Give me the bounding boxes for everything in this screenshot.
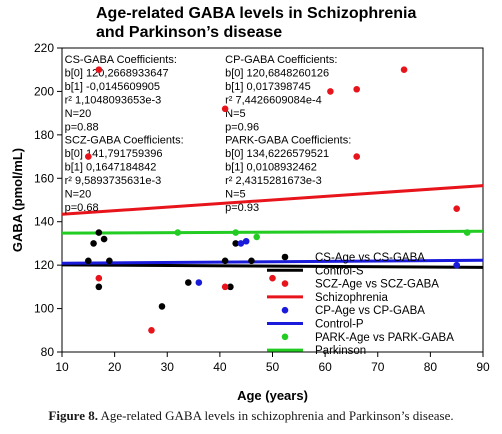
- x-tick-label: 20: [108, 360, 122, 374]
- data-point: [453, 261, 460, 269]
- legend-marker: [281, 306, 289, 314]
- data-point: [95, 229, 103, 236]
- annotation-cp-line-5: N=5: [225, 108, 246, 120]
- data-point: [100, 235, 108, 243]
- figure-caption: Figure 8. Age-related GABA levels in sch…: [0, 408, 502, 424]
- x-tick-label: 70: [371, 360, 385, 374]
- chart-title-line-2: and Parkinson’s disease: [96, 24, 282, 41]
- x-tick-label: 90: [476, 360, 490, 374]
- annotation-park-line-3: b[1] 0,0108932462: [225, 162, 317, 174]
- x-tick-label: 60: [318, 360, 332, 374]
- annotation-cs-line-5: N=20: [65, 108, 92, 120]
- data-point: [353, 153, 361, 160]
- annotation-scz-line-5: N=20: [65, 189, 92, 201]
- annotation-scz-line-3: b[1] 0,1647184842: [65, 162, 157, 174]
- annotation-cp-line-2: b[0] 120,6848260126: [225, 68, 329, 80]
- data-point: [400, 66, 408, 74]
- x-tick-label: 50: [266, 360, 280, 374]
- annotation-cs-line-1: CS-GABA Coefficients:: [65, 54, 177, 66]
- annotation-scz-line-2: b[0] 141,791759396: [65, 148, 163, 160]
- annotation-cp-line-6: p=0.96: [225, 122, 259, 134]
- y-axis-label: GABA (pmol/mL): [10, 148, 25, 252]
- annotation-cp-line-4: r² 7,4426609084e-4: [225, 95, 322, 107]
- y-tick-label: 160: [34, 171, 54, 185]
- data-point: [237, 240, 245, 247]
- data-point: [95, 274, 103, 282]
- data-point: [248, 257, 255, 265]
- y-tick-label: 100: [34, 302, 54, 316]
- data-point: [185, 279, 192, 286]
- annotation-park-line-4: r² 2,4315281673e-3: [225, 175, 322, 187]
- data-point: [90, 240, 97, 247]
- chart-title-line-1: Age-related GABA levels in Schizophrenia: [96, 5, 416, 22]
- legend-marker: [281, 333, 289, 341]
- legend-marker: [281, 253, 289, 261]
- data-point: [195, 279, 203, 286]
- x-tick-label: 80: [424, 360, 438, 374]
- y-tick-label: 200: [34, 84, 54, 98]
- annotation-cp-line-1: CP-GABA Coefficients:: [225, 54, 337, 66]
- data-point: [232, 229, 239, 236]
- fit-line-schizophrenia: [61, 184, 484, 216]
- y-tick-label: 120: [34, 258, 54, 272]
- annotation-cs-line-4: r² 1,1048093653e-3: [65, 95, 162, 107]
- annotation-scz-line-4: r² 9,5893735631e-3: [65, 175, 162, 187]
- data-point: [221, 257, 229, 265]
- annotation-scz-line-1: SCZ-GABA Coefficients:: [65, 135, 184, 147]
- x-tick-label: 40: [213, 360, 227, 374]
- data-point: [95, 66, 103, 74]
- annotation-cs-line-6: p=0.88: [65, 122, 99, 134]
- data-point: [463, 229, 471, 236]
- data-point: [106, 257, 113, 265]
- annotation-cp-line-3: b[1] 0,017398745: [225, 81, 311, 93]
- x-tick-label: 30: [161, 360, 175, 374]
- data-point: [227, 283, 234, 291]
- y-tick-label: 220: [34, 41, 54, 55]
- data-point: [85, 153, 92, 160]
- annotation-park-line-1: PARK-GABA Coefficients:: [225, 135, 351, 147]
- data-point: [95, 283, 103, 291]
- annotation-scz-line-6: p=0.68: [65, 202, 99, 214]
- legend-label: SCZ-Age vs SCZ-GABA: [315, 279, 439, 291]
- legend-label: PARK-Age vs PARK-GABA: [315, 332, 454, 344]
- caption-text: Age-related GABA levels in schizophrenia…: [97, 408, 454, 423]
- fit-line-parkinson: [61, 229, 484, 235]
- legend-label: Control-S: [315, 265, 364, 277]
- data-point: [85, 257, 92, 265]
- x-tick-label: 10: [55, 360, 69, 374]
- annotation-cs-line-3: b[1] -0,0145609905: [65, 81, 160, 93]
- data-point: [158, 303, 166, 310]
- data-point: [453, 205, 460, 212]
- annotation-cs-line-2: b[0] 120,2668933647: [65, 68, 169, 80]
- legend-label: CS-Age vs CS-GABA: [315, 252, 425, 264]
- data-point: [269, 274, 276, 282]
- data-point: [221, 105, 229, 113]
- chart-svg: Age-related GABA levels in Schizophrenia…: [10, 5, 490, 403]
- fit-line-control-p: [61, 258, 484, 265]
- data-point: [148, 326, 155, 334]
- legend-label: Parkinson: [315, 345, 366, 357]
- legend-marker: [281, 280, 289, 287]
- legend-label: Schizophrenia: [315, 292, 388, 304]
- data-point: [253, 233, 261, 241]
- data-point: [242, 237, 250, 245]
- data-point: [232, 240, 239, 247]
- legend-label: Control-P: [315, 319, 364, 331]
- annotation-park-line-5: N=5: [225, 189, 246, 201]
- annotation-park-line-6: p=0.93: [225, 202, 259, 214]
- y-tick-label: 80: [41, 345, 55, 359]
- legend-label: CP-Age vs CP-GABA: [315, 305, 425, 317]
- annotation-park-line-2: b[0] 134,6226579521: [225, 148, 329, 160]
- data-point: [221, 283, 229, 291]
- caption-label: Figure 8.: [48, 408, 98, 423]
- y-tick-label: 140: [34, 215, 54, 229]
- data-point: [174, 229, 182, 236]
- data-point: [353, 85, 361, 93]
- x-axis-label: Age (years): [237, 388, 308, 403]
- y-tick-label: 180: [34, 128, 54, 142]
- data-point: [327, 88, 334, 95]
- fit-line-control-s: [61, 263, 484, 269]
